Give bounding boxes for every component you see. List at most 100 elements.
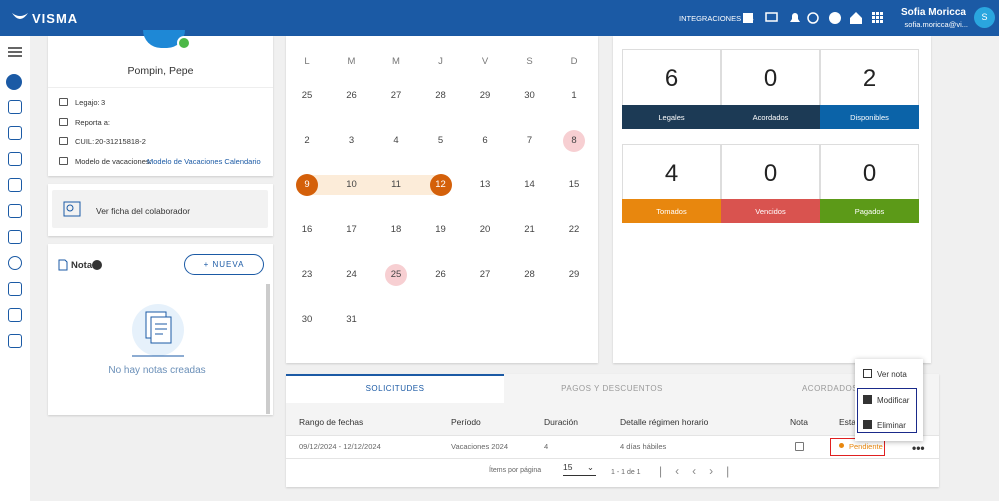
column-header: Detalle régimen horario: [620, 417, 709, 427]
field-value[interactable]: Modelo de Vacaciones Calendario: [147, 156, 261, 166]
menu-icon[interactable]: [863, 369, 872, 378]
day[interactable]: 22: [568, 224, 580, 236]
day[interactable]: 28: [435, 90, 446, 101]
nav-icon[interactable]: [8, 204, 22, 218]
table-header: [286, 403, 939, 436]
nav-icon[interactable]: [8, 100, 22, 114]
day[interactable]: 26: [435, 268, 446, 280]
day[interactable]: 30: [301, 313, 313, 325]
day[interactable]: 3: [348, 134, 355, 146]
row-actions[interactable]: •••: [912, 441, 925, 455]
menu-icon[interactable]: [863, 420, 872, 429]
stat-value: 6: [664, 65, 679, 92]
cell: 4 días hábiles: [620, 442, 667, 451]
day[interactable]: 26: [346, 90, 357, 101]
day[interactable]: 14: [524, 179, 535, 191]
profile-link[interactable]: Ver ficha del colaborador: [96, 206, 191, 216]
nav-icon[interactable]: [8, 152, 22, 166]
nav-active[interactable]: [6, 74, 22, 90]
field-value: 3: [101, 98, 106, 107]
day[interactable]: 9: [304, 179, 310, 191]
new-note-button[interactable]: + NUEVA: [184, 254, 264, 275]
note-icon[interactable]: [795, 442, 804, 451]
menu-item[interactable]: Ver nota: [877, 370, 907, 379]
menu-item[interactable]: Modificar: [877, 395, 910, 405]
stat-band: [820, 199, 919, 223]
column-header: Estado: [839, 417, 866, 427]
menu-item[interactable]: Eliminar: [877, 421, 906, 430]
day[interactable]: 15: [568, 179, 580, 191]
day[interactable]: 18: [390, 224, 402, 236]
menu-icon[interactable]: [8, 47, 22, 57]
day[interactable]: 21: [524, 224, 535, 236]
nav-icon[interactable]: [8, 126, 22, 140]
nav-icon[interactable]: [8, 334, 22, 348]
weekday: J: [438, 56, 443, 67]
day[interactable]: 5: [437, 134, 444, 146]
stat-band: [622, 199, 721, 223]
tab-label[interactable]: ACORDADOS: [801, 384, 859, 393]
day[interactable]: 29: [568, 268, 580, 280]
day[interactable]: 29: [479, 90, 491, 101]
page-size[interactable]: 15: [563, 462, 573, 472]
field-icon: [59, 137, 68, 145]
day[interactable]: 23: [301, 268, 313, 280]
menu-icon[interactable]: [863, 394, 872, 404]
calendar-card: L M M J V S D 25 26 27 28 29 30 1 2 3 4 5 6 7 8 9 10 11 12 13 14 15…: [286, 36, 598, 363]
page-nav[interactable]: |‹‹›|: [659, 464, 743, 478]
tab-active[interactable]: [286, 374, 504, 403]
scrollbar[interactable]: [266, 284, 270, 414]
select-caret[interactable]: ⌄: [586, 462, 594, 472]
tab-label[interactable]: PAGOS Y DESCUENTOS: [561, 384, 663, 393]
profile-photo: [143, 30, 185, 48]
day[interactable]: 12: [435, 179, 446, 191]
weekday: S: [526, 56, 533, 67]
tab-label[interactable]: SOLICITUDES: [365, 384, 425, 393]
day[interactable]: 8: [571, 134, 577, 146]
field-value: 20-31215818-2: [95, 137, 146, 146]
day[interactable]: 31: [346, 313, 357, 325]
day[interactable]: 10: [346, 179, 357, 191]
new-note-label[interactable]: NUEVA: [212, 260, 245, 269]
divider: [48, 87, 273, 88]
day[interactable]: 25: [390, 268, 402, 280]
day[interactable]: 24: [346, 268, 357, 280]
day[interactable]: 2: [304, 134, 310, 146]
nav-icon[interactable]: [8, 178, 22, 192]
nav-icon[interactable]: [8, 282, 22, 296]
day[interactable]: 13: [479, 179, 491, 191]
day[interactable]: 27: [390, 90, 402, 101]
day[interactable]: 28: [524, 268, 535, 280]
stats-card: 6 Legales 0 Acordados 2 Disponibles 4 Tomados 0 V…: [613, 36, 931, 363]
page-size-select[interactable]: 15 ⌄: [563, 462, 596, 476]
nav-icon[interactable]: [8, 256, 22, 270]
day[interactable]: 16: [301, 224, 313, 236]
stat-band: [622, 105, 721, 129]
page-size-label: Ítems por página: [489, 467, 542, 474]
day[interactable]: 1: [571, 90, 577, 101]
day[interactable]: 7: [526, 134, 533, 146]
weekday: D: [570, 56, 578, 67]
help-icon[interactable]: [92, 260, 102, 270]
integrations-link[interactable]: INTEGRACIONES CS: [679, 14, 754, 23]
profile-link-box[interactable]: [52, 190, 268, 228]
cell: Vacaciones 2024: [451, 442, 508, 451]
day[interactable]: 27: [479, 268, 491, 280]
stat-label: Disponibles: [850, 113, 889, 122]
nav-icon[interactable]: [8, 308, 22, 322]
day[interactable]: 4: [393, 134, 399, 146]
day[interactable]: 17: [346, 224, 357, 236]
stat-label: Legales: [658, 113, 685, 122]
nav-icon[interactable]: [8, 230, 22, 244]
day[interactable]: 25: [301, 90, 313, 101]
day[interactable]: 11: [391, 179, 401, 191]
avatar[interactable]: S: [974, 7, 995, 28]
toolbar-icons[interactable]: [742, 11, 884, 25]
divider: [286, 458, 939, 459]
day[interactable]: 6: [482, 134, 488, 146]
field-icon: [59, 117, 68, 126]
day[interactable]: 20: [479, 224, 491, 236]
day[interactable]: 30: [524, 90, 535, 101]
user-email: sofia.moricca@vi...: [904, 20, 968, 29]
day[interactable]: 19: [435, 224, 446, 236]
